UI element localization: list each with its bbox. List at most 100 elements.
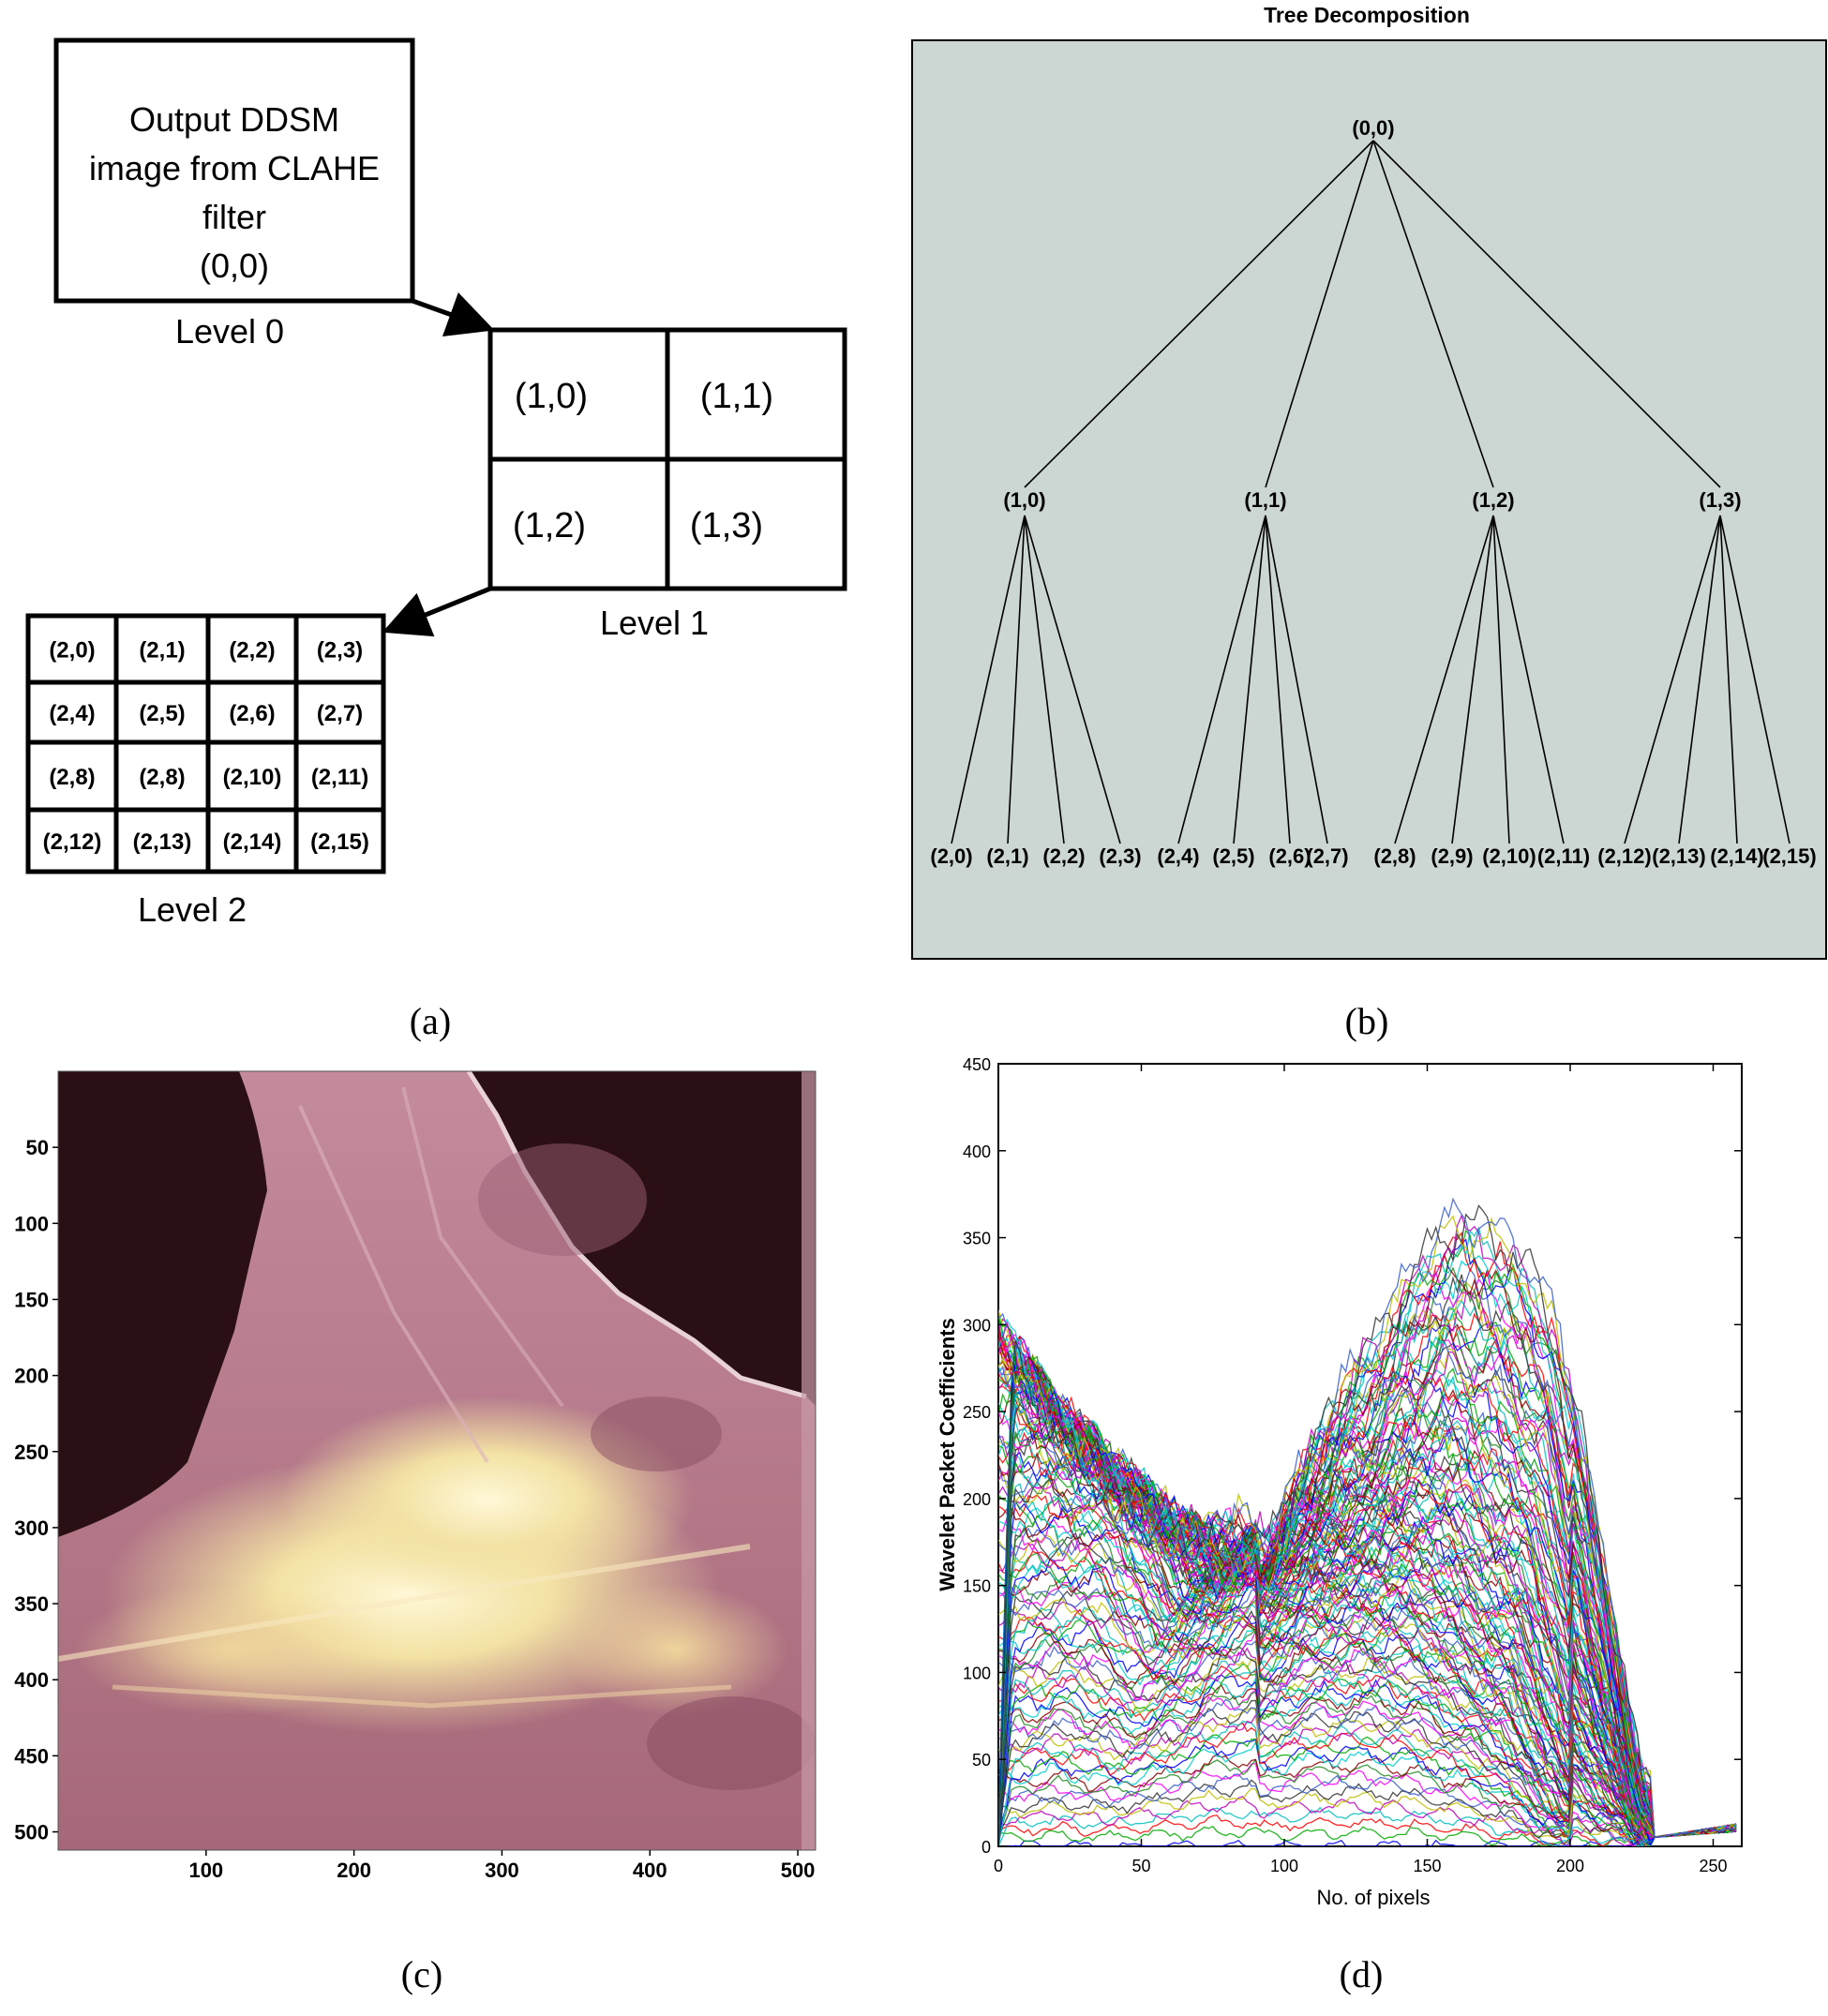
series-line bbox=[998, 1465, 1737, 1838]
chart-axes: 0 50 100 150 200 250 300 350 400 450 0 50 100 150 200 2… bbox=[963, 1055, 1742, 1875]
tree-edge bbox=[1007, 515, 1026, 844]
level2-cell: (2,2) bbox=[229, 638, 275, 664]
series-line bbox=[998, 1712, 1737, 1846]
tree-edge bbox=[1372, 140, 1721, 488]
tree-edge bbox=[1372, 140, 1494, 488]
tree-edge bbox=[1492, 515, 1510, 844]
tree-edge bbox=[1719, 515, 1738, 844]
series-line bbox=[998, 1347, 1737, 1846]
tree-node-level2: (2,1) bbox=[986, 844, 1028, 868]
d-y-tick-label: 150 bbox=[963, 1577, 991, 1596]
series-line bbox=[998, 1647, 1737, 1841]
series-line bbox=[998, 1796, 1737, 1846]
d-y-tick-label: 100 bbox=[963, 1664, 991, 1682]
level0-line-1: Output DDSM bbox=[129, 100, 339, 139]
series-line bbox=[998, 1539, 1737, 1838]
c-x-tick-label: 100 bbox=[188, 1859, 223, 1882]
tree-node-root: (0,0) bbox=[1352, 116, 1394, 140]
level2-cell: (2,10) bbox=[223, 765, 282, 790]
series-line bbox=[998, 1688, 1737, 1846]
c-x-axis-ticks: 100 200 300 400 500 bbox=[188, 1850, 815, 1882]
level2-cell: (2,0) bbox=[49, 638, 95, 664]
level0-label: Level 0 bbox=[175, 312, 284, 351]
level0-line-3: filter bbox=[202, 198, 266, 236]
tree-plot-area bbox=[911, 39, 1827, 960]
level1-label: Level 1 bbox=[600, 604, 709, 642]
series-line bbox=[998, 1203, 1737, 1846]
tree-edge bbox=[1024, 140, 1374, 488]
series-line bbox=[998, 1645, 1737, 1846]
d-y-tick-label: 250 bbox=[963, 1403, 991, 1422]
chart-xlabel: No. of pixels bbox=[1316, 1886, 1430, 1909]
d-x-tick-label: 200 bbox=[1556, 1857, 1584, 1875]
c-y-tick-label: 300 bbox=[14, 1516, 49, 1540]
series-line bbox=[998, 1758, 1736, 1846]
dense-region-right bbox=[562, 1584, 787, 1715]
level1-cell: (1,3) bbox=[690, 506, 763, 545]
caption-c: (c) bbox=[401, 1953, 442, 1995]
tree-node-level2: (2,12) bbox=[1597, 844, 1651, 868]
tree-edge bbox=[1265, 515, 1328, 844]
tree-node-level2: (2,0) bbox=[930, 844, 972, 868]
series-line bbox=[998, 1499, 1736, 1846]
dark-patch bbox=[591, 1396, 722, 1471]
c-x-tick-label: 500 bbox=[781, 1859, 816, 1882]
d-x-tick-label: 100 bbox=[1270, 1857, 1298, 1875]
tissue-streak bbox=[112, 1684, 732, 1709]
c-y-tick-label: 50 bbox=[26, 1136, 49, 1159]
tree-edge bbox=[1492, 515, 1565, 844]
d-x-tick-label: 0 bbox=[994, 1857, 1003, 1875]
level2-cell: (2,6) bbox=[229, 701, 275, 726]
tissue-streak bbox=[401, 1086, 564, 1408]
series-line bbox=[998, 1226, 1737, 1846]
tree-edge bbox=[1265, 515, 1291, 844]
level2-cell: (2,13) bbox=[133, 829, 192, 855]
tree-node-level2: (2,4) bbox=[1157, 844, 1199, 868]
tree-edge bbox=[1233, 515, 1266, 844]
series-line bbox=[998, 1691, 1737, 1846]
c-y-tick-label: 400 bbox=[14, 1668, 49, 1692]
level2-cell: (2,4) bbox=[49, 701, 95, 726]
series-line bbox=[998, 1616, 1737, 1845]
tissue-streak bbox=[298, 1105, 489, 1464]
tree-node-level2: (2,6) bbox=[1268, 844, 1311, 868]
series-line bbox=[998, 1231, 1737, 1838]
skin-edge bbox=[466, 1071, 807, 1399]
tree-node-level2: (2,14) bbox=[1710, 844, 1763, 868]
chart-ylabel: Wavelet Packet Coefficients bbox=[936, 1318, 959, 1590]
level2-cell: (2,7) bbox=[317, 701, 363, 726]
dark-patch bbox=[478, 1143, 647, 1256]
series-line bbox=[998, 1197, 1737, 1838]
panel-d-wavelet-chart: 0 50 100 150 200 250 300 350 400 450 0 50 100 150 200 2… bbox=[936, 1055, 1743, 1995]
d-y-tick-label: 200 bbox=[963, 1490, 991, 1509]
d-y-tick-label: 0 bbox=[981, 1838, 991, 1857]
series-line bbox=[998, 1827, 1736, 1846]
c-y-tick-label: 200 bbox=[14, 1365, 49, 1388]
tree-node-level2: (2,3) bbox=[1099, 844, 1141, 868]
tree-edge bbox=[1265, 140, 1374, 488]
tree-node-level1: (1,1) bbox=[1244, 488, 1286, 512]
c-y-tick-label: 100 bbox=[14, 1212, 49, 1235]
series-line bbox=[998, 1763, 1737, 1846]
tree-nodes: (0,0) (1,0) (1,1) (1,2) (1,3) (2,0) (2,1) (2,2)… bbox=[930, 116, 1816, 868]
image-right-border bbox=[802, 1071, 816, 1850]
tree-edge bbox=[1024, 515, 1121, 844]
tree-node-level2: (2,13) bbox=[1652, 844, 1705, 868]
level1-cell: (1,1) bbox=[700, 377, 773, 416]
arrow-level0-to-level1 bbox=[412, 291, 495, 337]
dark-patch bbox=[647, 1696, 816, 1790]
series-line bbox=[998, 1806, 1737, 1846]
arrow-level1-to-level2 bbox=[382, 586, 491, 637]
series-line bbox=[998, 1215, 1737, 1839]
series-line bbox=[998, 1683, 1737, 1846]
level2-cell: (2,3) bbox=[317, 638, 363, 664]
series-line bbox=[998, 1720, 1737, 1846]
c-y-tick-label: 150 bbox=[14, 1288, 49, 1311]
series-line bbox=[998, 1587, 1737, 1846]
level0-line-2: image from CLAHE bbox=[89, 149, 380, 187]
d-x-tick-label: 250 bbox=[1699, 1857, 1727, 1875]
d-y-tick-label: 450 bbox=[963, 1055, 991, 1074]
series-line bbox=[998, 1665, 1737, 1842]
tree-node-level2: (2,11) bbox=[1537, 844, 1590, 868]
series-line bbox=[998, 1564, 1737, 1838]
